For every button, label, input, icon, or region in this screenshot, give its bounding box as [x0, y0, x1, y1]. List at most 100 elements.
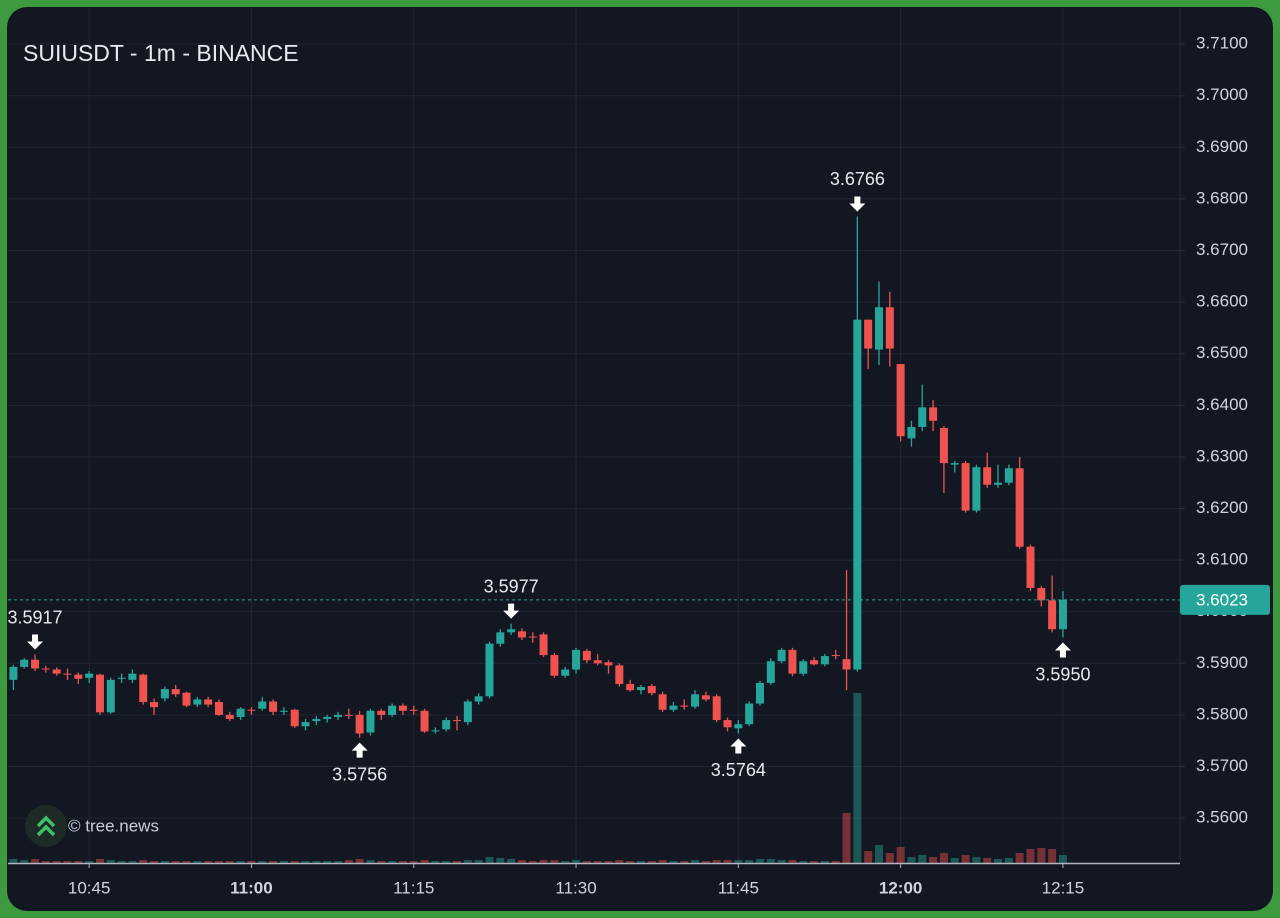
candle-body [409, 709, 418, 711]
volume-bar [1026, 849, 1035, 863]
candle-body [150, 702, 159, 708]
volume-bar [355, 859, 364, 863]
candle-body [171, 689, 180, 695]
candle-body [160, 689, 169, 699]
marker-arrow [27, 634, 44, 650]
candle-body [604, 662, 613, 666]
volume-bar [799, 861, 808, 863]
candle-body [128, 673, 137, 680]
candle-body [593, 660, 602, 664]
volume-bar [875, 845, 883, 863]
marker-label: 3.5950 [1035, 664, 1090, 684]
volume-bar [734, 860, 743, 863]
candle-body [842, 659, 851, 670]
volume-bar [907, 857, 916, 863]
volume-bar [939, 853, 948, 863]
candle-body [691, 694, 700, 707]
volume-bar [929, 857, 938, 863]
candle-body [701, 695, 710, 700]
x-tick-label: 11:30 [555, 878, 596, 897]
volume-bar [453, 861, 462, 863]
volume-bar [680, 861, 689, 863]
candle-body [528, 636, 537, 638]
volume-bar [788, 860, 797, 863]
marker-arrow [351, 742, 368, 758]
candle-body [258, 701, 267, 709]
volume-bar [409, 861, 418, 863]
volume-bar [106, 860, 115, 863]
axes: 3.56003.57003.58003.59003.60003.61003.62… [68, 34, 1270, 897]
marker-arrow [730, 738, 747, 754]
volume-bar [258, 861, 267, 863]
candle-body [117, 677, 126, 679]
volume-layer [9, 693, 1067, 863]
volume-bar [214, 861, 223, 863]
candle-body [485, 643, 494, 697]
x-tick-label: 11:00 [230, 878, 273, 897]
volume-bar [691, 860, 700, 863]
grid [8, 8, 1180, 863]
volume-bar [604, 861, 613, 863]
volume-bar [842, 813, 851, 863]
volume-bar [377, 861, 386, 863]
candle-body [20, 659, 29, 667]
volume-bar [701, 861, 710, 863]
volume-bar [1004, 858, 1013, 863]
candle-body [1058, 599, 1067, 630]
volume-bar [117, 861, 126, 863]
volume-bar [507, 859, 516, 863]
volume-bar [539, 860, 548, 863]
volume-bar [225, 861, 234, 863]
x-tick-label: 12:15 [1042, 878, 1085, 897]
candle-body [236, 708, 245, 717]
candle-body [279, 710, 288, 712]
volume-bar [171, 861, 180, 863]
marker-label: 3.5917 [8, 607, 63, 627]
candle-body [182, 692, 191, 706]
volume-bar [334, 861, 342, 863]
candle-body [972, 467, 981, 511]
candle-body [95, 674, 104, 713]
candle-body [896, 364, 905, 437]
candle-body [777, 649, 786, 662]
marker-label: 3.5756 [332, 764, 387, 784]
candle-body [323, 716, 332, 720]
candle-body [539, 634, 548, 656]
candle-body [1048, 600, 1057, 630]
candle-body [420, 710, 429, 732]
candle-body [939, 428, 948, 464]
volume-bar [41, 861, 50, 863]
volume-bar [572, 860, 581, 863]
volume-bar [561, 861, 570, 863]
volume-bar [442, 861, 451, 863]
volume-bar [755, 859, 764, 863]
candle-body [929, 407, 938, 421]
volume-bar [247, 861, 256, 863]
candle-body [755, 682, 764, 704]
volume-bar [972, 857, 981, 863]
candle-body [431, 730, 440, 732]
volume-bar [74, 861, 83, 863]
volume-bar [983, 858, 992, 863]
volume-bar [831, 861, 840, 863]
watermark: © tree.news [25, 805, 159, 847]
volume-bar [626, 861, 635, 863]
candle-body [1037, 587, 1046, 601]
candle-body [474, 696, 483, 702]
candle-body [961, 463, 970, 511]
volume-bar [496, 858, 505, 863]
volume-bar [615, 860, 624, 863]
candle-body [507, 629, 516, 633]
candle-body [463, 701, 472, 723]
volume-bar [1015, 853, 1024, 863]
candle-body [853, 319, 862, 670]
volume-bar [85, 861, 94, 863]
volume-bar [139, 860, 148, 863]
candle-body [225, 714, 234, 720]
y-tick-label: 3.5800 [1196, 704, 1248, 723]
candle-body [712, 696, 721, 721]
volume-bar [593, 861, 602, 863]
candle-body [810, 660, 819, 665]
candle-body [626, 683, 635, 691]
